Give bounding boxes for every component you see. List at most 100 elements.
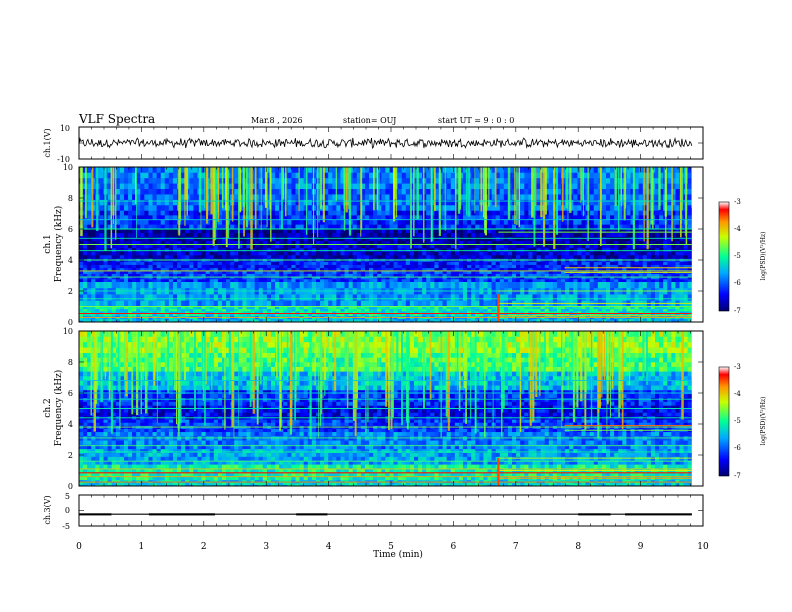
spec-cell [393, 247, 398, 252]
spec-cell [226, 308, 231, 312]
spec-cell [185, 261, 190, 265]
spec-cell [524, 306, 529, 310]
spec-cell [548, 261, 554, 265]
spec-cell [303, 261, 309, 265]
spec-cell [128, 229, 133, 234]
spec-cell [181, 311, 186, 314]
spec-cell [79, 251, 84, 256]
spec-cell [115, 229, 121, 234]
spec-cell [148, 261, 153, 265]
spec-cell [303, 219, 309, 225]
spec-cell [426, 315, 431, 318]
spec-cell [123, 219, 129, 225]
spec-cell [140, 247, 145, 252]
spec-cell [442, 317, 447, 320]
spec-cell [91, 306, 96, 310]
spec-cell [332, 219, 337, 225]
spec-cell [246, 276, 251, 280]
spec-cell [140, 315, 145, 318]
spec-cell [332, 300, 337, 307]
spec-cell [675, 313, 680, 317]
spec-cell [405, 273, 411, 277]
spec-cell [610, 261, 615, 265]
spec-cell [221, 315, 227, 318]
spec-cell [287, 247, 292, 252]
spec-cell [295, 219, 300, 225]
spec-cell [250, 261, 255, 265]
spec-cell [283, 229, 288, 234]
spec-cell [111, 320, 117, 323]
spec-cell [360, 261, 366, 265]
spec-cell [503, 320, 509, 323]
spec-cell [381, 229, 386, 234]
spec-cell [144, 229, 149, 234]
spec-cell [577, 261, 582, 265]
spec-cell [671, 254, 676, 259]
spec-cell [107, 264, 112, 269]
spec-cell [262, 300, 268, 307]
spec-cell [581, 219, 586, 225]
spec-cell [299, 273, 304, 277]
spec-cell [622, 315, 627, 318]
spec-cell [83, 315, 88, 318]
spec-cell [581, 320, 586, 323]
spec-cell [356, 317, 362, 320]
spec-cell [605, 244, 611, 249]
spec-cell [630, 308, 635, 312]
spec-cell [630, 317, 635, 320]
spec-cell [177, 320, 182, 323]
spec-cell [548, 247, 554, 252]
spec-cell [548, 308, 554, 312]
spec-cell [336, 244, 341, 249]
spec-cell [181, 278, 186, 282]
spec-cell [160, 318, 166, 321]
spec-cell [271, 210, 276, 216]
spec-cell [352, 251, 358, 256]
spec-cell [556, 318, 562, 321]
spec-cell [221, 261, 227, 265]
spec-cell [307, 318, 313, 321]
spec-cell [344, 247, 349, 252]
spec-cell [324, 236, 329, 241]
spec-cell [185, 219, 190, 225]
spec-cell [659, 278, 664, 282]
spec-cell [565, 281, 570, 289]
spec-cell [377, 273, 382, 277]
spec-cell [487, 247, 492, 252]
spec-cell [311, 254, 317, 259]
spec-cell [638, 308, 644, 312]
spec-cell [458, 264, 464, 269]
spec-cell [610, 247, 615, 252]
spec-cell [275, 232, 280, 238]
spec-cell [320, 294, 325, 301]
spec-cell [271, 232, 276, 238]
spec-cell [156, 306, 162, 310]
spec-cell [499, 318, 505, 321]
spec-cell [99, 229, 104, 234]
spec-cell [569, 254, 574, 259]
spec-cell [303, 264, 309, 269]
spec-cell [687, 236, 693, 241]
spec-cell [503, 278, 509, 282]
spec-cell [356, 264, 362, 269]
spec-cell [377, 247, 382, 252]
spec-cell [597, 320, 603, 323]
spec-cell [99, 273, 104, 277]
spec-cell [520, 306, 525, 310]
spec-cell [536, 244, 541, 249]
spec-cell [230, 311, 235, 314]
spec-cell [413, 244, 419, 249]
spec-cell [275, 313, 280, 317]
spec-cell [516, 251, 521, 256]
spec-cell [426, 300, 431, 307]
spec-cell [577, 315, 582, 318]
spec-cell [128, 261, 133, 265]
spec-cell [565, 273, 570, 277]
spec-cell [671, 311, 676, 314]
spec-cell [254, 264, 260, 269]
ch1-waveform-panel: 10 -10 ch.1(V) [43, 124, 704, 164]
spec-cell [140, 236, 145, 241]
spec-cell [467, 229, 472, 234]
spec-cell [422, 317, 427, 320]
spec-cell [487, 278, 492, 282]
